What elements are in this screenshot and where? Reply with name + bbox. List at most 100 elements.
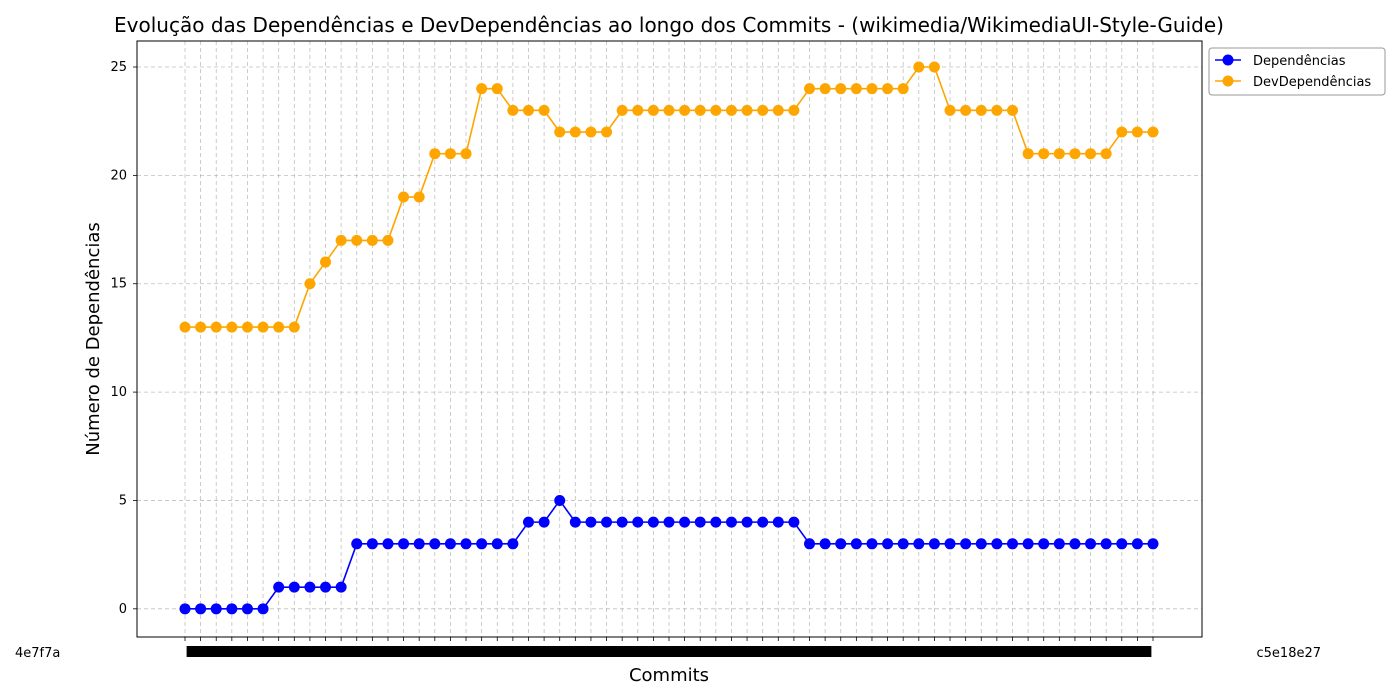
x-tick-label-overlap [873, 646, 902, 657]
data-point-devdependencias [663, 104, 675, 116]
data-point-devdependencias [382, 234, 394, 246]
data-point-devdependencias [616, 104, 628, 116]
data-point-dependencias [320, 581, 332, 593]
x-tick-label-overlap [280, 646, 309, 657]
legend-marker-devdependencias [1222, 75, 1234, 87]
data-point-dependencias [725, 516, 737, 528]
data-point-devdependencias [288, 321, 300, 333]
y-axis-label: Número de Dependências [83, 222, 104, 456]
data-point-devdependencias [538, 104, 550, 116]
data-point-devdependencias [647, 104, 659, 116]
data-point-dependencias [241, 603, 253, 615]
x-tick-label-overlap [733, 646, 762, 657]
data-point-devdependencias [944, 104, 956, 116]
x-tick-label-overlap [904, 646, 933, 657]
data-point-devdependencias [413, 191, 425, 203]
x-tick-label-overlap [514, 646, 543, 657]
x-tick-label-overlap [1076, 646, 1105, 657]
data-point-dependencias [601, 516, 613, 528]
data-point-dependencias [632, 516, 644, 528]
data-point-dependencias [257, 603, 269, 615]
data-point-dependencias [663, 516, 675, 528]
data-point-devdependencias [679, 104, 691, 116]
y-axis: 0 5 10 15 20 25 [110, 60, 137, 617]
x-tick-label-overlap [826, 646, 855, 657]
data-point-dependencias [179, 603, 191, 615]
x-tick-label-overlap [1092, 646, 1121, 657]
data-point-dependencias [351, 538, 363, 550]
x-tick-label-overlap [655, 646, 683, 657]
data-point-dependencias [647, 516, 659, 528]
data-point-dependencias [585, 516, 597, 528]
data-point-dependencias [1131, 538, 1143, 550]
x-tick-label-overlap [264, 646, 293, 657]
data-point-devdependencias [476, 83, 488, 95]
data-point-devdependencias [850, 83, 862, 95]
x-tick-label-overlap [811, 646, 840, 657]
data-point-dependencias [710, 516, 722, 528]
data-point-devdependencias [257, 321, 269, 333]
x-tick-label-overlap [779, 646, 808, 657]
x-tick-label-overlap [186, 646, 215, 657]
data-point-dependencias [444, 538, 456, 550]
data-point-devdependencias [1116, 126, 1128, 138]
series-layer [179, 61, 1159, 615]
data-point-dependencias [788, 516, 800, 528]
data-point-dependencias [210, 603, 222, 615]
x-tick-label-overlap [1014, 646, 1043, 657]
data-point-dependencias [554, 494, 566, 506]
x-tick-label-overlap [249, 646, 278, 657]
data-point-devdependencias [866, 83, 878, 95]
data-point-devdependencias [772, 104, 784, 116]
x-tick-label-overlap [452, 646, 481, 657]
data-point-dependencias [491, 538, 503, 550]
data-point-dependencias [741, 516, 753, 528]
data-point-devdependencias [725, 104, 737, 116]
data-point-dependencias [273, 581, 285, 593]
x-tick-label-overlap [561, 646, 590, 657]
x-tick-label-overlap [748, 646, 777, 657]
x-tick-label-overlap [483, 646, 512, 657]
data-point-dependencias [1147, 538, 1159, 550]
x-tick-label-overlap [1060, 646, 1089, 657]
x-tick-label-overlap [1029, 646, 1058, 657]
data-point-devdependencias [757, 104, 769, 116]
data-point-dependencias [382, 538, 394, 550]
data-point-devdependencias [226, 321, 238, 333]
data-point-dependencias [850, 538, 862, 550]
x-tick-label-overlap [202, 646, 231, 657]
x-tick-label-overlap [717, 646, 746, 657]
data-point-devdependencias [741, 104, 753, 116]
data-point-dependencias [616, 516, 628, 528]
x-tick-label-overlap [795, 646, 824, 657]
data-point-devdependencias [1069, 148, 1081, 160]
data-point-devdependencias [398, 191, 410, 203]
data-point-devdependencias [444, 148, 456, 160]
y-tick-label: 20 [110, 168, 127, 183]
x-tick-label-overlap [967, 646, 996, 657]
data-point-devdependencias [788, 104, 800, 116]
x-tick-label-first: 4e7f7a [15, 646, 60, 661]
x-tick-label-overlap [1045, 646, 1074, 657]
data-point-devdependencias [710, 104, 722, 116]
data-point-devdependencias [804, 83, 816, 95]
data-point-devdependencias [366, 234, 378, 246]
x-tick-label-last: c5e18e27 [1257, 646, 1322, 661]
data-point-devdependencias [1006, 104, 1018, 116]
data-point-dependencias [366, 538, 378, 550]
data-point-devdependencias [1100, 148, 1112, 160]
data-point-dependencias [866, 538, 878, 550]
data-point-devdependencias [1053, 148, 1065, 160]
data-point-dependencias [195, 603, 207, 615]
chart-title: Evolução das Dependências e DevDependênc… [114, 13, 1224, 37]
x-tick-label-overlap [358, 646, 387, 657]
x-tick-label-overlap [436, 646, 465, 657]
plot-frame [136, 40, 1203, 638]
data-point-devdependencias [585, 126, 597, 138]
data-point-dependencias [304, 581, 316, 593]
y-tick-label: 10 [110, 385, 127, 400]
legend-box [1208, 47, 1386, 96]
x-tick-label-overlap [576, 646, 605, 657]
data-point-devdependencias [320, 256, 332, 268]
